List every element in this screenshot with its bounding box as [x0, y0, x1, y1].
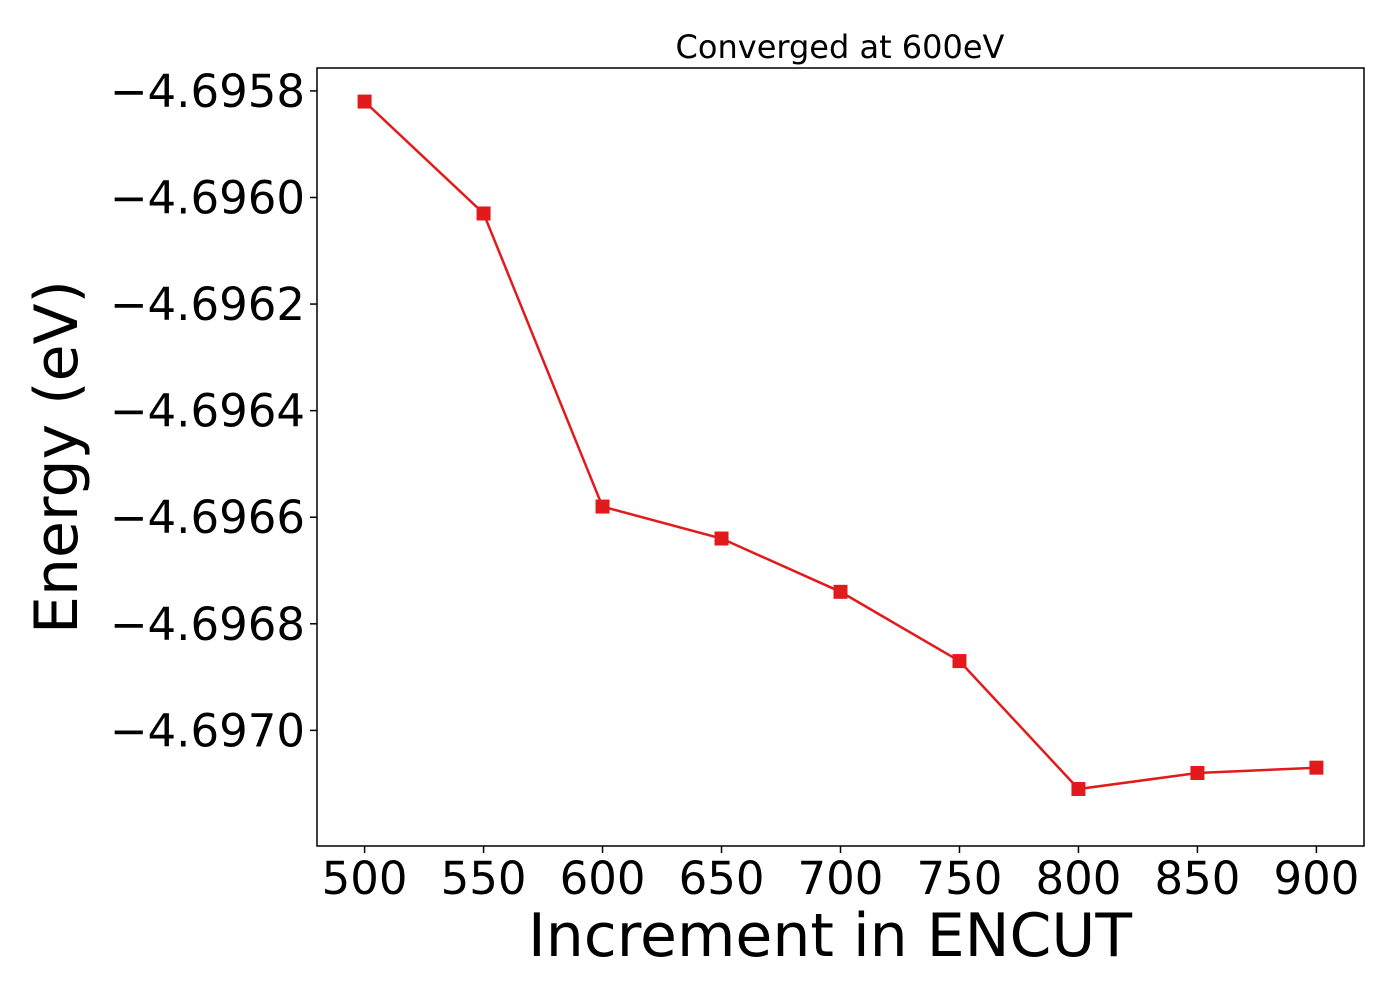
chart-title: Converged at 600eV: [676, 28, 1005, 66]
data-point: [833, 584, 848, 599]
x-tick-label: 500: [322, 852, 408, 905]
x-tick-label: 900: [1273, 852, 1359, 905]
data-point: [1309, 760, 1324, 775]
data-point: [476, 206, 491, 221]
data-point: [1190, 765, 1205, 780]
x-tick-label: 750: [917, 852, 1003, 905]
x-axis-label: Increment in ENCUT: [528, 901, 1132, 971]
plot-area: [357, 94, 1324, 796]
data-point: [1071, 781, 1086, 796]
x-tick-label: 850: [1154, 852, 1240, 905]
x-tick-label: 800: [1036, 852, 1122, 905]
y-axis: −4.6958 −4.6960 −4.6962 −4.6964 −4.6966 −4.69…: [110, 65, 317, 757]
y-tick-label: −4.6970: [110, 704, 305, 757]
y-tick-label: −4.6962: [110, 278, 305, 331]
y-tick-label: −4.6958: [110, 65, 305, 118]
y-tick-label: −4.6968: [110, 598, 305, 651]
data-point: [952, 654, 967, 669]
data-point: [357, 94, 372, 109]
x-tick-label: 600: [560, 852, 646, 905]
y-tick-label: −4.6964: [110, 385, 305, 438]
y-tick-label: −4.6966: [110, 491, 305, 544]
x-tick-label: 550: [441, 852, 527, 905]
x-axis: 500 550 600 650 700 750 800 850 900: [322, 846, 1359, 905]
data-point: [714, 531, 729, 546]
x-tick-label: 650: [679, 852, 765, 905]
y-axis-label: Energy (eV): [22, 280, 92, 634]
data-point: [595, 499, 610, 514]
y-tick-label: −4.6960: [110, 171, 305, 224]
x-tick-label: 700: [798, 852, 884, 905]
